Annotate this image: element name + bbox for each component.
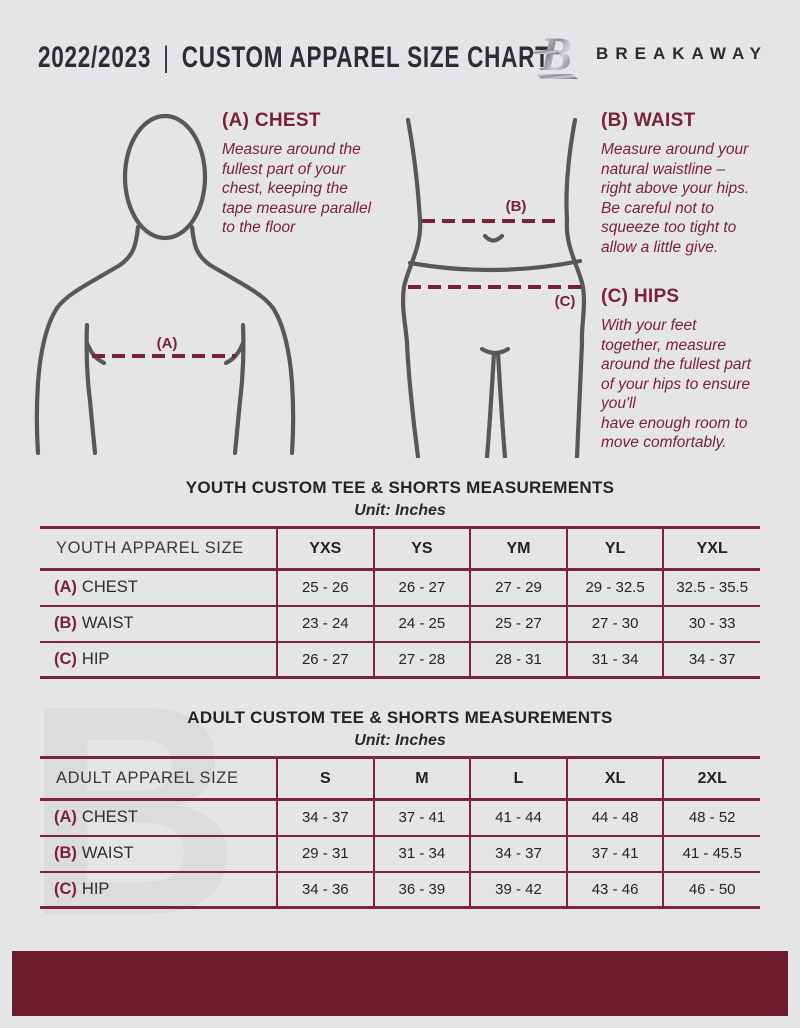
row-prefix: (B) — [54, 844, 77, 862]
brand-logo: B BREAKAWAY — [532, 26, 768, 82]
adult-chest-row: (A) CHEST 34 - 37 37 - 41 41 - 44 44 - 48… — [40, 799, 760, 836]
hips-guide-heading: (C) HIPS — [601, 286, 680, 307]
chest-marker-label: (A) — [156, 335, 178, 352]
row-name: HIP — [81, 649, 110, 668]
youth-size-label: YOUTH APPAREL SIZE — [56, 539, 244, 557]
adult-size-label: ADULT APPAREL SIZE — [56, 769, 239, 787]
page-title: 2022/2023 | CUSTOM APPAREL SIZE CHART — [38, 42, 550, 74]
youth-header-row: YOUTH APPAREL SIZE YXS YS YM YL YXL — [40, 527, 760, 570]
adult-table-title: ADULT CUSTOM TEE & SHORTS MEASUREMENTS — [187, 708, 613, 727]
waist-measure-line — [422, 219, 562, 223]
youth-chest-row: (A) CHEST 25 - 26 26 - 27 27 - 29 29 - 32… — [40, 569, 760, 606]
size-col-yxl: YXL — [662, 527, 760, 570]
adult-section: ADULT CUSTOM TEE & SHORTS MEASUREMENTS U… — [40, 708, 760, 909]
row-name: CHEST — [81, 808, 138, 827]
navel-mark — [482, 233, 505, 243]
size-col-xl: XL — [565, 757, 664, 800]
chest-guide-heading: (A) CHEST — [222, 110, 321, 131]
waist-marker-label: (B) — [505, 198, 527, 215]
right-armpit-line — [223, 340, 246, 366]
hips-measure-line — [408, 285, 586, 289]
row-name: CHEST — [81, 578, 138, 597]
adult-waist-row: (B) WAIST 29 - 31 31 - 34 34 - 37 37 - 41… — [40, 835, 760, 872]
waist-guide-heading: (B) WAIST — [601, 110, 696, 131]
adult-table-unit: Unit: Inches — [354, 732, 446, 749]
size-col-ym: YM — [469, 527, 567, 570]
title-text: CUSTOM APPAREL SIZE CHART — [181, 41, 550, 74]
row-name: HIP — [81, 879, 110, 898]
waist-guide-text: Measure around your natural waistline – … — [601, 141, 750, 256]
hips-marker-label: (C) — [554, 293, 576, 310]
youth-hip-row: (C) HIP 26 - 27 27 - 28 28 - 31 31 - 34 3… — [40, 641, 760, 678]
row-name: WAIST — [81, 614, 134, 632]
size-col-2xl: 2XL — [662, 757, 760, 800]
row-prefix: (C) — [54, 649, 77, 668]
youth-table-title: YOUTH CUSTOM TEE & SHORTS MEASUREMENTS — [185, 478, 615, 497]
season-label: 2022/2023 — [38, 41, 152, 74]
size-col-ys: YS — [372, 527, 471, 570]
youth-waist-row: (B) WAIST 23 - 24 24 - 25 25 - 27 27 - 30… — [40, 605, 760, 642]
size-col-yl: YL — [565, 527, 664, 570]
hips-guide-text: With your feet together, measure around … — [601, 317, 751, 451]
head-outline — [122, 113, 208, 241]
adult-header-row: ADULT APPAREL SIZE S M L XL 2XL — [40, 757, 760, 800]
footer-bar — [12, 951, 788, 1016]
size-col-m: M — [372, 757, 471, 800]
youth-size-table: YOUTH APPAREL SIZE YXS YS YM YL YXL (A) C… — [40, 526, 760, 679]
chest-guide-text: Measure around the fullest part of your … — [222, 141, 372, 236]
row-prefix: (A) — [54, 578, 77, 597]
adult-size-table: ADULT APPAREL SIZE S M L XL 2XL (A) CHEST… — [40, 756, 760, 909]
left-torso-outline — [400, 117, 423, 458]
youth-section: YOUTH CUSTOM TEE & SHORTS MEASUREMENTS U… — [40, 478, 760, 679]
chest-measure-line — [92, 354, 236, 358]
row-prefix: (B) — [54, 614, 77, 632]
left-armpit-line — [84, 340, 107, 366]
row-name: WAIST — [81, 844, 134, 862]
row-prefix: (C) — [54, 879, 77, 898]
right-shoulder-arm-outline — [189, 224, 296, 456]
youth-table-unit: Unit: Inches — [354, 502, 446, 519]
breakaway-b-icon: B — [533, 28, 579, 81]
waistband-line — [407, 258, 583, 273]
left-shoulder-arm-outline — [34, 224, 141, 456]
size-col-l: L — [469, 757, 567, 800]
adult-hip-row: (C) HIP 34 - 36 36 - 39 39 - 42 43 - 46 4… — [40, 871, 760, 908]
watermark-b-letter: B — [24, 642, 241, 978]
upper-body-figure — [34, 113, 296, 456]
svg-text:B: B — [539, 28, 572, 81]
left-inner-leg-line — [484, 350, 497, 458]
row-prefix: (A) — [54, 808, 77, 827]
size-col-s: S — [276, 757, 374, 800]
brand-name: BREAKAWAY — [596, 44, 768, 63]
right-inner-leg-line — [495, 350, 508, 458]
title-separator: | — [163, 41, 170, 74]
size-col-yxs: YXS — [276, 527, 374, 570]
